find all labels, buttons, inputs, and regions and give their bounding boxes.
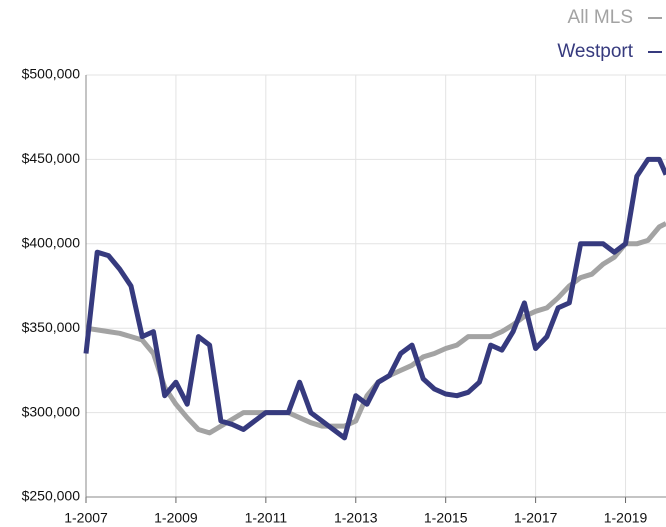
y-tick-label: $450,000	[22, 150, 81, 166]
x-tick-label: 1-2011	[245, 510, 288, 526]
legend-text: All MLS	[568, 7, 633, 28]
x-tick-label: 1-2013	[334, 510, 378, 526]
y-tick-label: $350,000	[22, 319, 81, 335]
y-tick-label: $250,000	[22, 488, 81, 504]
x-tick-label: 1-2007	[64, 510, 108, 526]
x-tick-label: 1-2017	[514, 510, 558, 526]
series-line	[83, 156, 666, 441]
x-tick-label: 1-2019	[604, 510, 648, 526]
legend-text: Westport	[557, 41, 633, 62]
y-tick-label: $500,000	[22, 66, 81, 82]
y-tick-label: $300,000	[22, 403, 81, 419]
x-tick-label: 1-2009	[154, 510, 198, 526]
y-tick-label: $400,000	[22, 235, 81, 251]
x-tick-label: 1-2015	[424, 510, 468, 526]
